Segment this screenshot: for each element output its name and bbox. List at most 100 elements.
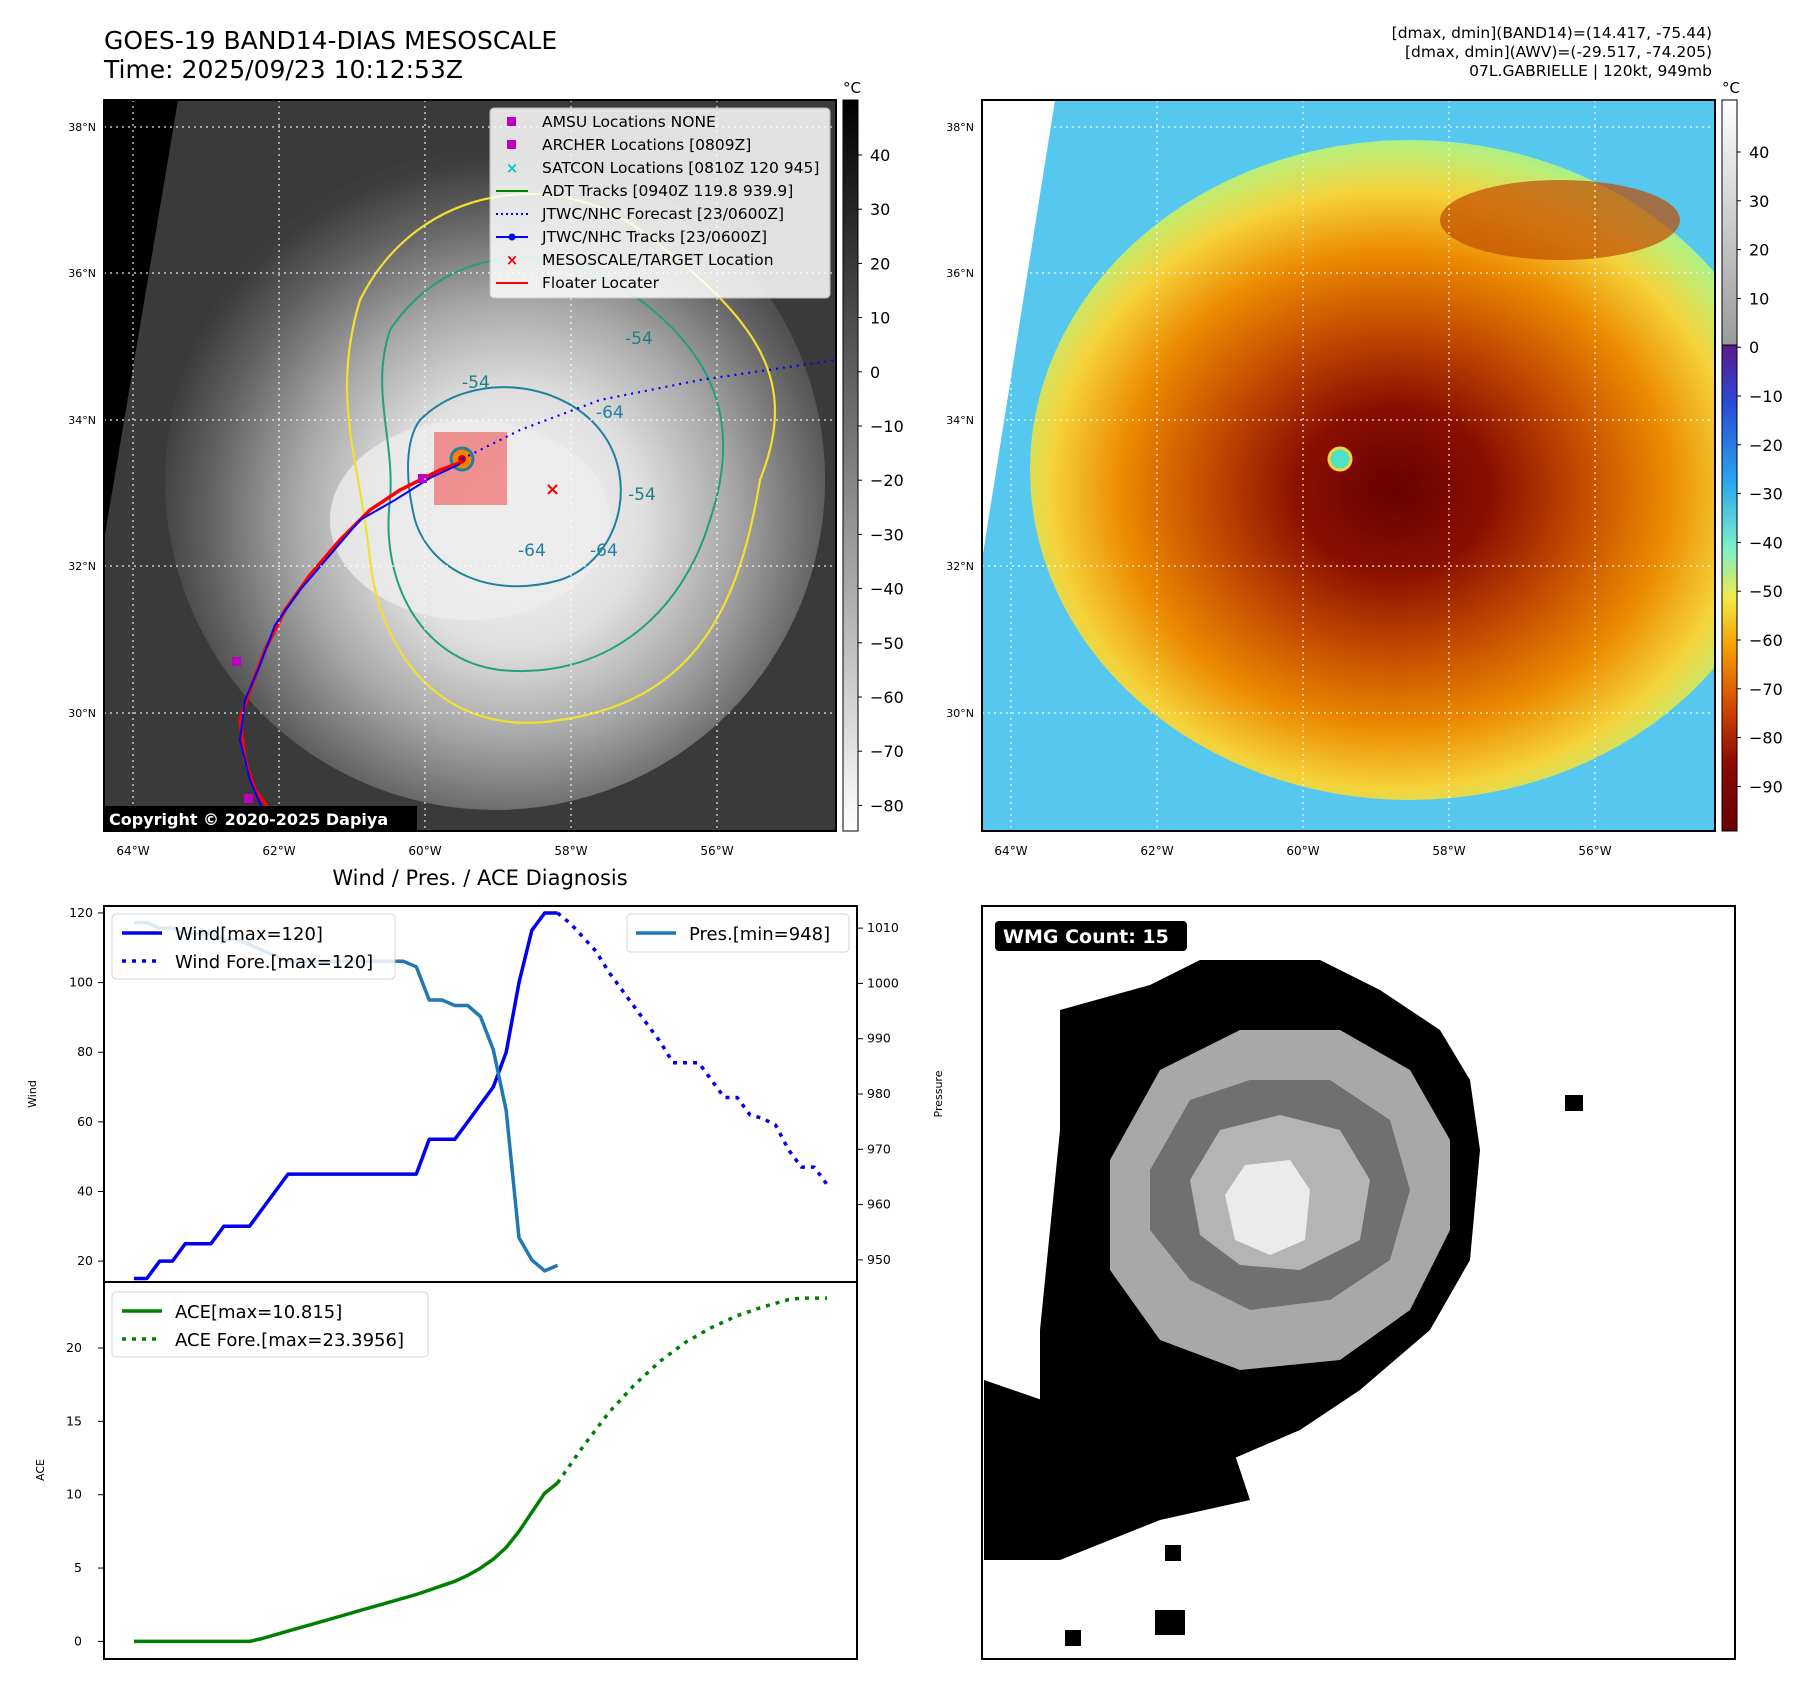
ace-legend-label: ACE[max=10.815]: [175, 1302, 342, 1323]
wind-forecast-legend-label: Wind Fore.[max=120]: [175, 952, 373, 973]
lat-label: 36°N: [946, 267, 974, 280]
colorbar-tick-label: −80: [1749, 729, 1783, 748]
colorbar-tick-label: −70: [870, 742, 904, 761]
colorbar-tick-label: −80: [870, 796, 904, 815]
legend-marker-square: [507, 140, 516, 149]
archer-marker: [418, 474, 427, 483]
legend-label: JTWC/NHC Forecast [23/0600Z]: [541, 205, 784, 223]
awv-colorbar-ticks: 40 30 20 10 0 −10 −20 −30 −40 −50 −60 −70 −80 −90: [1737, 143, 1783, 796]
colorbar-tick-label: −30: [870, 525, 904, 544]
pressure-tick-label: 1000: [867, 975, 899, 990]
wind-tick-label: 100: [69, 975, 93, 990]
contour-blue: [407, 386, 622, 588]
lon-label: 64°W: [116, 844, 149, 858]
awv-stats: [dmax, dmin](AWV)=(-29.517, -74.205): [1405, 43, 1712, 61]
lon-label: 64°W: [994, 844, 1027, 858]
lon-label: 62°W: [1140, 844, 1173, 858]
colorbar-tick-label: −30: [1749, 485, 1783, 504]
colorbar-tick-label: −20: [870, 471, 904, 490]
legend-label: ADT Tracks [0940Z 119.8 939.9]: [542, 182, 793, 200]
awv-colorbar-lower: [1721, 344, 1738, 832]
colorbar-tick-label: 40: [1749, 143, 1769, 162]
colorbar-tick-label: −10: [870, 417, 904, 436]
diagnosis-chart-title: Wind / Pres. / ACE Diagnosis: [332, 866, 627, 890]
ir-space-edge: [104, 100, 178, 540]
lat-label: 32°N: [946, 560, 974, 573]
lon-label: 56°W: [700, 844, 733, 858]
wmg-speck: [1565, 1095, 1583, 1111]
lat-label: 36°N: [68, 267, 96, 280]
archer-marker-2: [232, 657, 241, 666]
wind-legend-box: [111, 913, 396, 980]
wmg-band: [984, 1380, 1250, 1560]
awv-colorbar-upper: [1721, 99, 1738, 346]
contour-label-5: -54: [628, 485, 656, 505]
floater-track: [238, 460, 463, 831]
jtwc-track: [238, 463, 461, 831]
colorbar-tick-label: 40: [870, 146, 890, 165]
lon-label: 58°W: [554, 844, 587, 858]
colorbar-tick-label: 20: [870, 254, 890, 273]
contour-label-3: -64: [518, 541, 546, 561]
colorbar-tick-label: −70: [1749, 680, 1783, 699]
lon-label: 60°W: [1286, 844, 1319, 858]
colorbar-tick-label: 10: [1749, 289, 1769, 308]
copyright-box: [104, 806, 417, 831]
wmg-speck: [1165, 1545, 1181, 1561]
pressure-tick-label: 1010: [867, 920, 899, 935]
legend-label: AMSU Locations NONE: [542, 113, 716, 131]
legend-label: ARCHER Locations [0809Z]: [542, 136, 751, 154]
pressure-tick-label: 960: [867, 1197, 891, 1212]
ace-legend-box: [111, 1291, 429, 1358]
ir-legend: AMSU Locations NONE ARCHER Locations [080…: [489, 107, 831, 299]
figure-title: GOES-19 BAND14-DIAS MESOSCALE: [104, 26, 558, 55]
colorbar-tick-label: −10: [1749, 387, 1783, 406]
ace-chart: ACE 0 5 10 15 20 ACE[max=10.815] ACE Fore.[m…: [34, 1281, 858, 1660]
colorbar-tick-label: 0: [870, 363, 880, 382]
legend-marker-x: ×: [506, 251, 519, 269]
legend-label: MESOSCALE/TARGET Location: [542, 251, 774, 269]
awv-eye: [1327, 446, 1353, 472]
wind-tick-label: 120: [69, 905, 93, 920]
pressure-ticks: 950 960 970 980 990 1000 1010: [857, 920, 899, 1267]
wmg-count-badge: [995, 921, 1187, 951]
awv-frame: [981, 99, 1716, 832]
awv-lon-labels: 64°W 62°W 60°W 58°W 56°W: [994, 844, 1611, 858]
storm-summary: 07L.GABRIELLE | 120kt, 949mb: [1469, 62, 1712, 80]
wind-tick-label: 20: [77, 1253, 93, 1268]
wmg-panel: WMG Count: 15: [981, 905, 1736, 1660]
ir-lon-labels: 64°W 62°W 60°W 58°W 56°W: [116, 844, 733, 858]
legend-label: JTWC/NHC Tracks [23/0600Z]: [541, 228, 767, 246]
wind-series-line-0: [134, 911, 558, 1281]
contour-label-4: -64: [590, 541, 618, 561]
ir-colorbar-unit: °C: [843, 79, 861, 97]
contour-label-2: -54: [462, 373, 490, 393]
legend-marker-x: ×: [506, 159, 519, 177]
ir-colorbar-ticks: 40 30 20 10 0 −10 −20 −30 −40 −50 −60 −70 −80: [858, 146, 904, 815]
ace-series-line-1: [556, 1296, 827, 1485]
ace-axis-label: ACE: [34, 1459, 47, 1481]
ir-central-dense-overcast: [330, 420, 610, 620]
figure-time: Time: 2025/09/23 10:12:53Z: [104, 55, 463, 84]
legend-label: Floater Locater: [542, 274, 660, 292]
awv-space-edge: [982, 100, 1055, 560]
contour-label-1: -54: [625, 329, 653, 349]
ir-frame: [103, 99, 837, 832]
legend-marker-square: [507, 117, 516, 126]
pressure-tick-label: 970: [867, 1141, 891, 1156]
legend-marker-dot: [508, 233, 516, 241]
colorbar-tick-label: −20: [1749, 436, 1783, 455]
wind-pressure-chart: Wind Pressure 20 40 60 80 100 120 950 960 970 98…: [26, 905, 945, 1283]
lat-label: 30°N: [946, 707, 974, 720]
storm-info-block: [dmax, dmin](BAND14)=(14.417, -75.44) [d…: [1392, 24, 1712, 81]
pressure-tick-label: 950: [867, 1252, 891, 1267]
ace-tick-label: 10: [66, 1487, 82, 1502]
wind-ticks: 20 40 60 80 100 120: [69, 905, 104, 1268]
awv-outflow-band: [1440, 180, 1680, 260]
wind-tick-label: 40: [77, 1183, 93, 1198]
colorbar-tick-label: −60: [1749, 631, 1783, 650]
ir-legend-box: [489, 107, 831, 299]
ir-colorbar: [842, 99, 859, 832]
colorbar-tick-label: −60: [870, 688, 904, 707]
